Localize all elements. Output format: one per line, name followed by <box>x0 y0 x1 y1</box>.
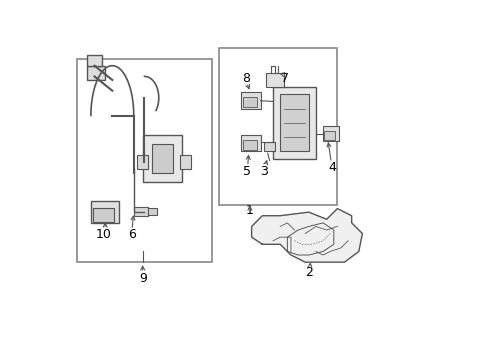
Bar <box>87 55 102 66</box>
Text: 2: 2 <box>305 266 313 279</box>
Text: 5: 5 <box>243 165 250 177</box>
Text: 7: 7 <box>281 72 288 85</box>
Text: 9: 9 <box>139 272 146 285</box>
Bar <box>91 202 119 223</box>
Bar <box>280 94 308 152</box>
Text: 1: 1 <box>245 204 253 217</box>
Bar <box>272 87 315 158</box>
Bar <box>137 155 148 169</box>
Bar <box>264 143 274 152</box>
Bar <box>93 208 114 222</box>
Bar <box>134 207 148 216</box>
Bar <box>265 73 283 87</box>
Bar <box>324 131 334 140</box>
Bar <box>241 135 260 152</box>
Bar <box>180 155 190 169</box>
FancyBboxPatch shape <box>142 135 182 182</box>
Bar <box>219 48 337 205</box>
Bar <box>242 140 257 150</box>
Text: 6: 6 <box>128 228 136 241</box>
Polygon shape <box>251 208 362 262</box>
Bar <box>151 144 173 173</box>
Text: 10: 10 <box>95 228 111 241</box>
Bar <box>77 59 212 262</box>
Bar <box>148 208 157 215</box>
Bar <box>241 93 260 109</box>
Text: 3: 3 <box>260 165 267 177</box>
Text: 8: 8 <box>242 72 250 85</box>
Bar <box>242 97 257 108</box>
Bar <box>323 126 339 141</box>
Text: 4: 4 <box>327 161 335 174</box>
Bar <box>87 66 105 80</box>
